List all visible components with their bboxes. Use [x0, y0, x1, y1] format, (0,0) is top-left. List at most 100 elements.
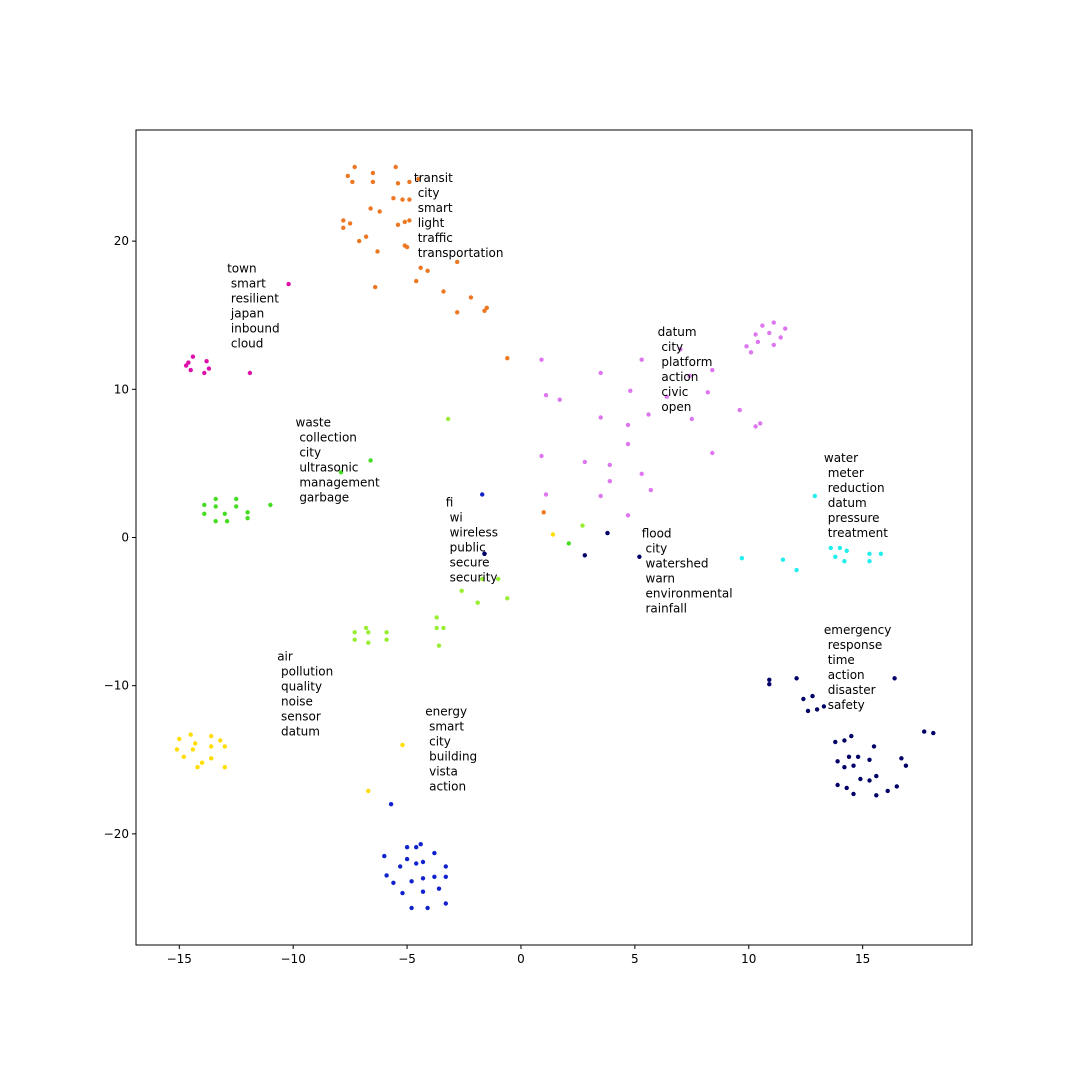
data-point: [867, 559, 872, 564]
data-point: [607, 462, 612, 468]
data-point: [434, 625, 439, 631]
data-point: [363, 625, 369, 631]
cluster-label: water meter reduction datum pressure tre…: [824, 451, 888, 540]
cluster-label-line: traffic: [414, 231, 453, 245]
data-point: [760, 323, 765, 328]
data-point: [190, 747, 196, 752]
cluster-label-line: flood: [642, 527, 672, 541]
data-point: [188, 367, 193, 373]
data-point: [222, 511, 227, 516]
data-point: [388, 802, 394, 807]
cluster-label-line: safety: [824, 698, 865, 712]
data-point: [436, 643, 442, 648]
data-point: [218, 738, 223, 743]
data-point: [418, 842, 423, 847]
data-point: [874, 773, 879, 779]
cluster-label-line: treatment: [824, 526, 888, 540]
data-point: [794, 567, 799, 573]
data-point: [851, 763, 856, 768]
data-point: [835, 759, 840, 764]
data-point: [878, 551, 884, 556]
data-point: [557, 397, 562, 402]
cluster-label-line: pollution: [277, 665, 333, 679]
data-point: [209, 733, 214, 739]
data-point: [828, 545, 833, 551]
data-point: [245, 516, 250, 521]
data-point: [778, 335, 783, 340]
data-point: [418, 265, 423, 270]
data-point: [543, 492, 549, 497]
data-point: [436, 886, 442, 891]
cluster-label-line: light: [414, 216, 445, 230]
cluster-label-line: smart: [425, 719, 464, 733]
data-point: [370, 170, 376, 176]
data-point: [384, 873, 389, 878]
cluster-label-line: city: [425, 734, 451, 748]
data-point: [404, 845, 410, 850]
data-point: [416, 176, 421, 182]
data-point: [842, 738, 847, 743]
data-point: [892, 676, 897, 681]
data-point: [398, 864, 403, 869]
data-point: [744, 344, 749, 349]
data-point: [505, 356, 510, 361]
data-point: [484, 305, 489, 310]
x-tick-label: 10: [741, 952, 756, 966]
data-point: [402, 219, 407, 225]
data-point: [391, 880, 396, 885]
points-layer: [174, 164, 936, 911]
cluster-label-line: action: [425, 779, 466, 793]
data-point: [844, 548, 849, 553]
data-point: [580, 523, 585, 528]
data-point: [858, 776, 863, 782]
data-point: [407, 197, 412, 202]
data-point: [867, 757, 872, 762]
data-point: [407, 218, 412, 223]
data-point: [637, 554, 642, 559]
data-point: [550, 532, 556, 537]
data-point: [193, 741, 198, 746]
x-tick-label: −5: [398, 952, 416, 966]
data-point: [771, 320, 776, 325]
data-point: [748, 350, 754, 355]
cluster-label-line: environmental: [642, 587, 733, 601]
data-point: [805, 708, 811, 714]
data-point: [705, 390, 710, 395]
data-point: [598, 415, 603, 420]
cluster-label-line: emergency: [824, 623, 891, 637]
x-axis-ticks: −15 −10 −5 0 5 10 15: [167, 945, 870, 966]
data-point: [753, 332, 758, 337]
data-point: [199, 760, 205, 765]
cluster-label: energy smart city building vista action: [425, 704, 477, 793]
data-point: [767, 677, 772, 682]
data-point: [894, 784, 899, 789]
data-point: [377, 209, 382, 214]
data-point: [177, 736, 182, 742]
cluster-label: transit city smart light traffic transpo…: [414, 171, 504, 260]
data-point: [625, 513, 631, 518]
y-tick-label: −10: [104, 679, 129, 693]
data-point: [209, 744, 214, 749]
cluster-label-line: disaster: [824, 683, 876, 697]
data-point: [582, 459, 587, 465]
data-point: [482, 551, 487, 556]
cluster-label-line: warn: [642, 572, 675, 586]
data-point: [874, 793, 879, 798]
data-point: [222, 744, 227, 749]
cluster-label-line: public: [446, 540, 486, 554]
data-point: [213, 496, 218, 502]
cluster-label-line: city: [296, 445, 322, 459]
cluster-label-line: ultrasonic: [296, 460, 359, 474]
data-point: [347, 221, 353, 226]
data-point: [922, 729, 927, 734]
data-point: [400, 197, 405, 202]
data-point: [414, 845, 419, 850]
data-point: [202, 511, 207, 516]
data-point: [432, 850, 437, 856]
data-point: [350, 179, 355, 185]
x-tick-label: 0: [517, 952, 525, 966]
data-point: [475, 600, 480, 605]
data-point: [247, 370, 253, 376]
